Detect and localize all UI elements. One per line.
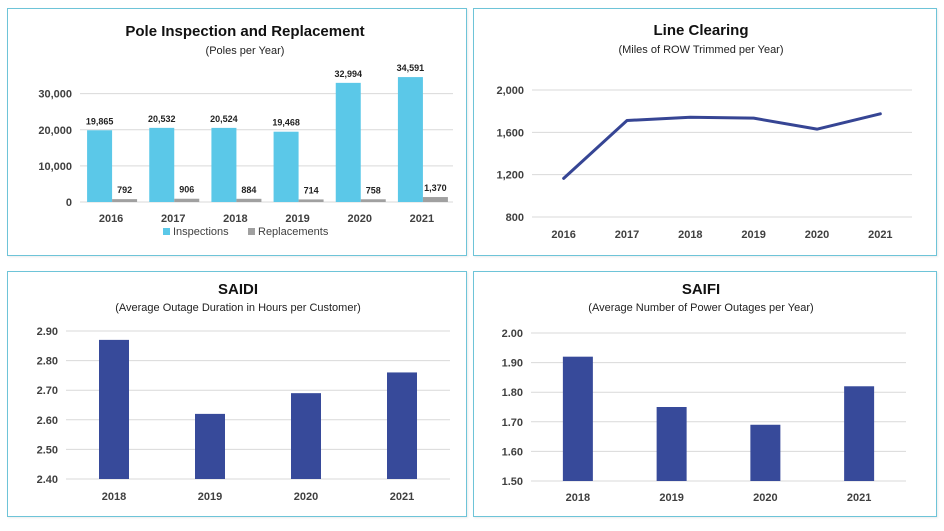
inspections-bar	[211, 127, 237, 202]
y-tick-label: 1.90	[502, 358, 523, 370]
saifi-chart-panel: SAIFI (Average Number of Power Outages p…	[473, 271, 937, 517]
data-label: 758	[366, 185, 381, 195]
data-label: 32,994	[334, 69, 362, 79]
data-label: 884	[241, 185, 256, 195]
x-tick-label: 2018	[102, 491, 126, 503]
x-tick-label: 2020	[348, 213, 372, 225]
y-tick-label: 2.60	[37, 415, 58, 427]
data-label: 792	[117, 185, 132, 195]
inspections-bar	[273, 131, 299, 202]
bar	[750, 424, 781, 481]
y-tick-label: 30,000	[38, 89, 72, 101]
x-tick-label: 2019	[741, 229, 765, 241]
bar	[562, 356, 593, 481]
data-label: 906	[179, 185, 194, 195]
chart-subtitle: (Poles per Year)	[206, 45, 285, 57]
data-label: 1,370	[424, 183, 447, 193]
line-clearing-chart-panel: Line Clearing (Miles of ROW Trimmed per …	[473, 8, 937, 256]
replacements-bar	[174, 198, 200, 202]
bar	[99, 339, 129, 479]
y-tick-label: 1.80	[502, 387, 523, 399]
chart-title: SAIFI	[682, 281, 720, 298]
y-tick-label: 2.70	[37, 385, 58, 397]
replacements-bar	[298, 199, 324, 202]
chart-subtitle: (Average Outage Duration in Hours per Cu…	[115, 302, 361, 314]
data-label: 19,865	[86, 116, 114, 126]
x-tick-label: 2021	[410, 213, 434, 225]
data-label: 34,591	[397, 63, 425, 73]
inspections-bar	[335, 82, 361, 202]
x-tick-label: 2019	[285, 213, 309, 225]
x-tick-label: 2021	[390, 491, 414, 503]
chart-title: SAIDI	[218, 281, 258, 298]
y-tick-label: 1,600	[496, 127, 524, 139]
legend-label: Inspections	[173, 226, 229, 238]
x-tick-label: 2021	[847, 492, 871, 504]
saidi-chart-panel: SAIDI (Average Outage Duration in Hours …	[7, 271, 467, 517]
data-label: 19,468	[272, 118, 300, 128]
series-line	[562, 112, 882, 180]
x-tick-label: 2018	[678, 229, 702, 241]
y-tick-label: 800	[506, 212, 524, 224]
x-tick-label: 2019	[659, 492, 683, 504]
line-clearing-chart: Line Clearing (Miles of ROW Trimmed per …	[496, 22, 912, 241]
x-tick-label: 2017	[161, 213, 185, 225]
bar	[195, 413, 225, 479]
data-label: 20,532	[148, 114, 176, 124]
x-tick-label: 2018	[566, 492, 590, 504]
legend-label: Replacements	[258, 226, 329, 238]
y-tick-label: 1.60	[502, 446, 523, 458]
saifi-chart: SAIFI (Average Number of Power Outages p…	[502, 281, 906, 504]
replacements-bar	[236, 198, 262, 202]
chart-title: Pole Inspection and Replacement	[125, 23, 364, 40]
x-tick-label: 2020	[294, 491, 318, 503]
y-tick-label: 1,200	[496, 170, 524, 182]
inspections-bar	[397, 77, 423, 202]
inspections-bar	[87, 130, 113, 202]
y-tick-label: 20,000	[38, 125, 72, 137]
data-label: 20,524	[210, 114, 238, 124]
y-tick-label: 2.50	[37, 444, 58, 456]
pole-inspection-chart: Pole Inspection and Replacement (Poles p…	[38, 23, 453, 238]
x-tick-label: 2019	[198, 491, 222, 503]
legend-swatch	[248, 228, 255, 235]
x-tick-label: 2018	[223, 213, 247, 225]
pole-inspection-chart-panel: Pole Inspection and Replacement (Poles p…	[7, 8, 467, 256]
chart-subtitle: (Miles of ROW Trimmed per Year)	[618, 44, 783, 56]
legend-swatch	[163, 228, 170, 235]
x-tick-label: 2020	[805, 229, 829, 241]
replacements-bar	[422, 197, 448, 202]
y-tick-label: 1.70	[502, 417, 523, 429]
x-tick-label: 2020	[753, 492, 777, 504]
inspections-bar	[149, 127, 175, 202]
y-tick-label: 10,000	[38, 161, 72, 173]
replacements-bar	[112, 199, 138, 202]
bar	[656, 407, 687, 481]
bar	[844, 386, 875, 481]
x-tick-label: 2021	[868, 229, 892, 241]
x-tick-label: 2017	[615, 229, 639, 241]
y-tick-label: 0	[66, 197, 72, 209]
bar	[387, 372, 417, 479]
y-tick-label: 2.00	[502, 328, 523, 340]
chart-title: Line Clearing	[653, 22, 748, 39]
data-label: 714	[304, 185, 319, 195]
bar	[291, 393, 321, 479]
y-tick-label: 2.40	[37, 474, 58, 486]
chart-subtitle: (Average Number of Power Outages per Yea…	[588, 302, 813, 314]
y-tick-label: 2,000	[496, 85, 524, 97]
y-tick-label: 1.50	[502, 476, 523, 488]
x-tick-label: 2016	[99, 213, 123, 225]
replacements-bar	[360, 199, 386, 202]
y-tick-label: 2.80	[37, 356, 58, 368]
y-tick-label: 2.90	[37, 326, 58, 338]
saidi-chart: SAIDI (Average Outage Duration in Hours …	[37, 281, 450, 503]
x-tick-label: 2016	[551, 229, 575, 241]
